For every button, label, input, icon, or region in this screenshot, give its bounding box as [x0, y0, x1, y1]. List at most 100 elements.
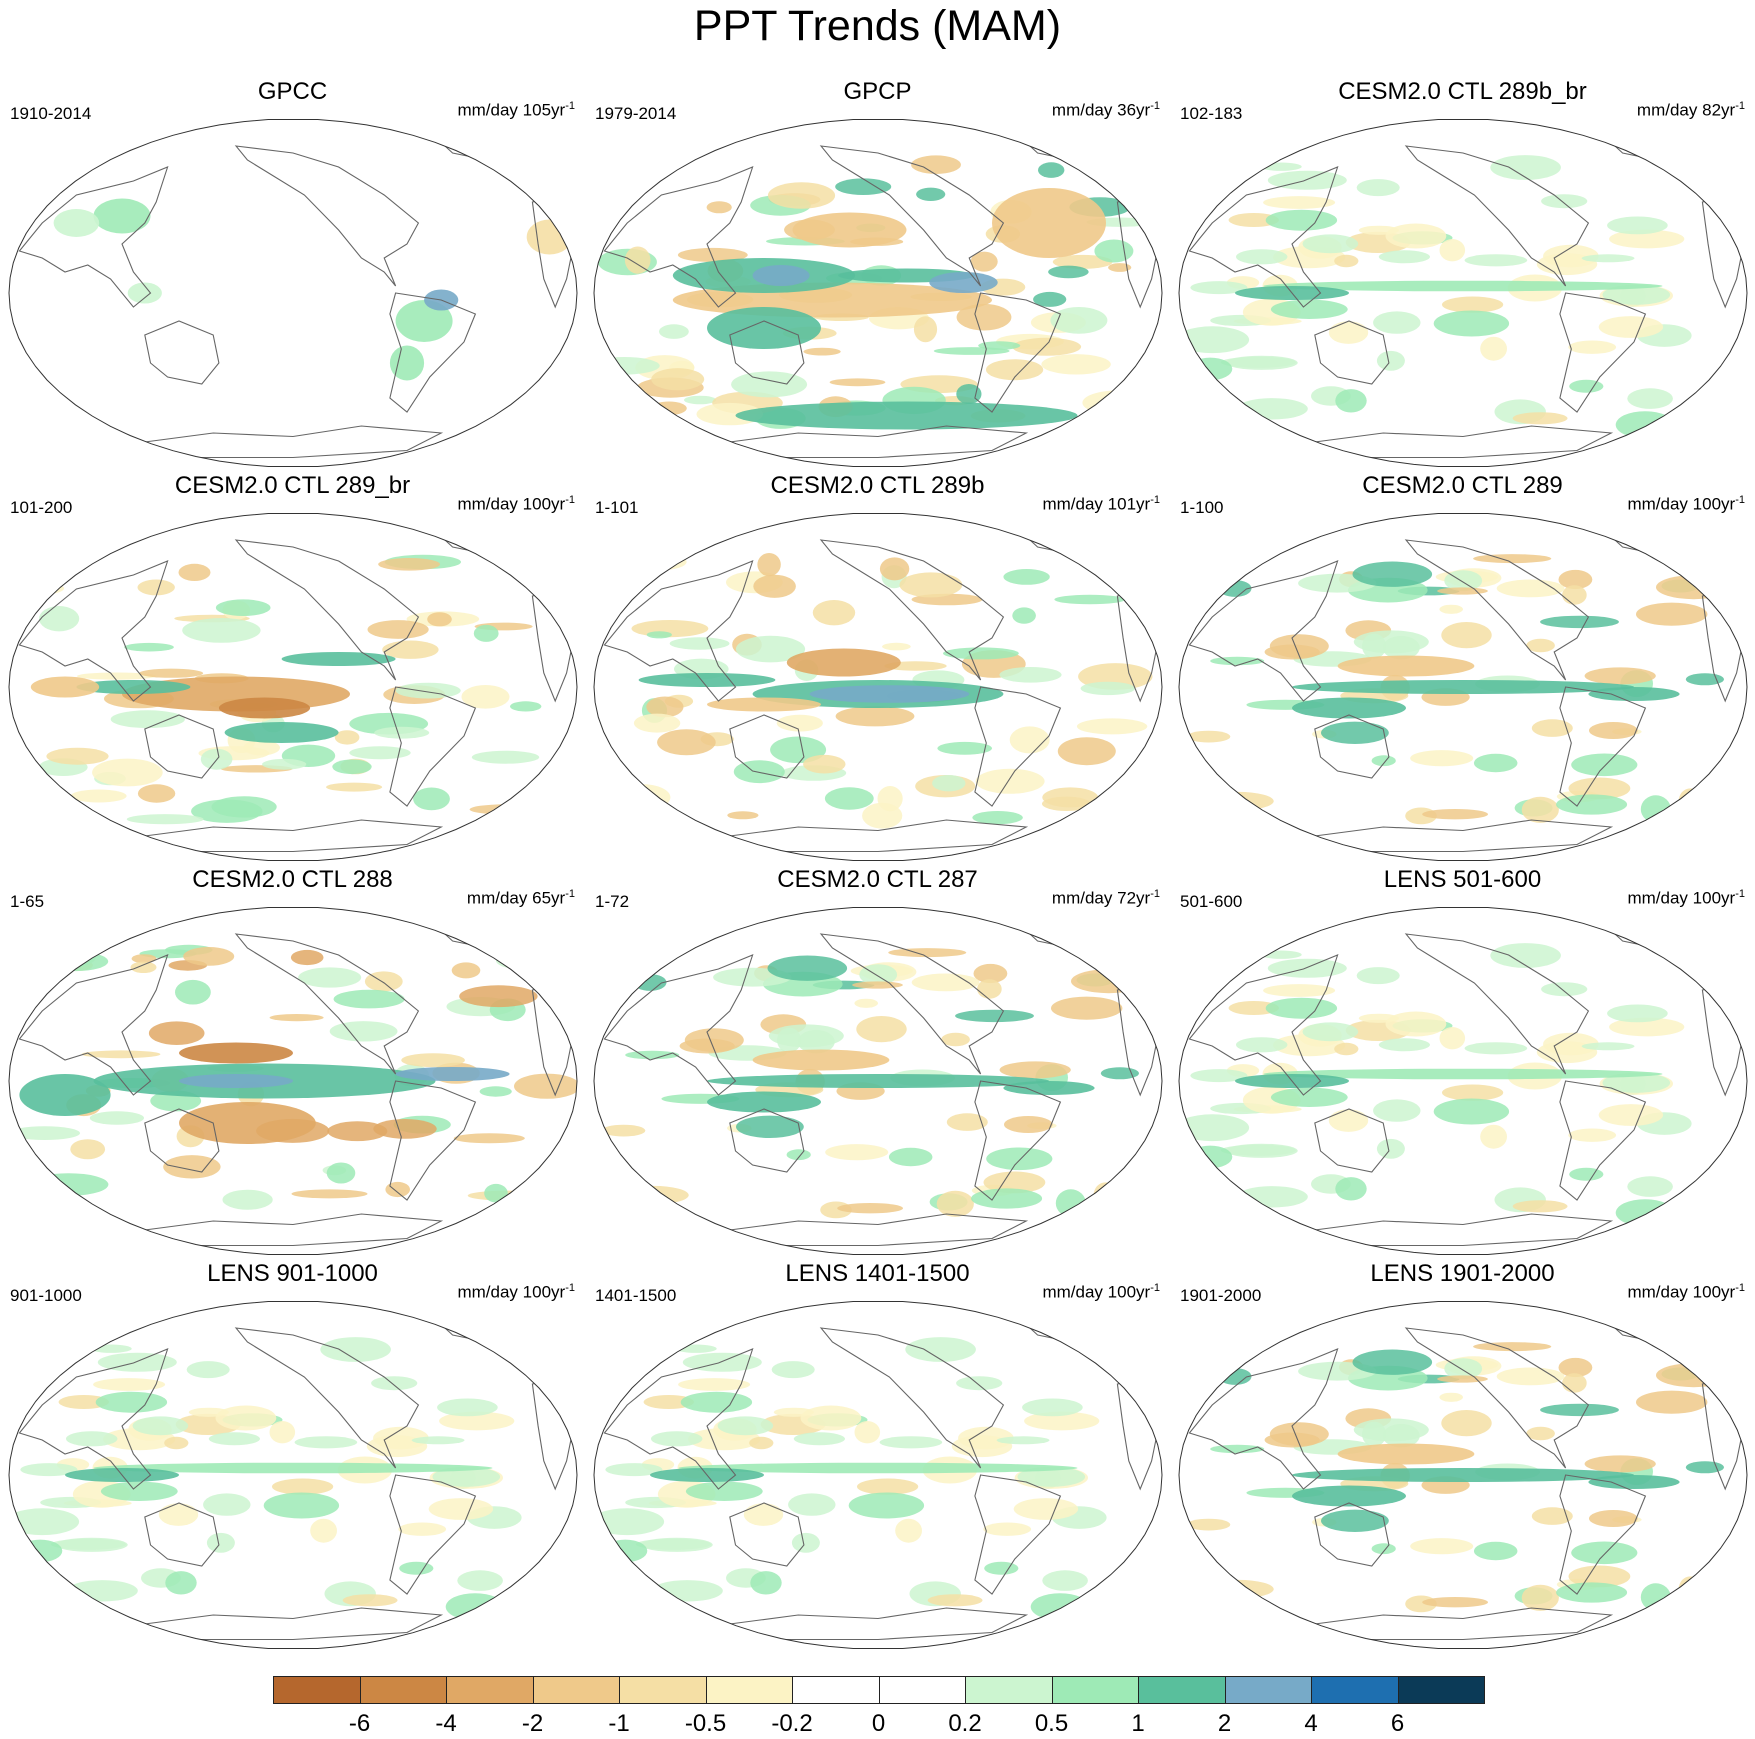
panel-units: mm/day 100yr-1: [1627, 888, 1745, 909]
trend-patch: [179, 1074, 293, 1088]
trend-patch: [618, 1185, 689, 1205]
colorbar-swatch: [1311, 1676, 1399, 1704]
panel-units: mm/day 100yr-1: [1042, 1282, 1160, 1303]
trend-patch: [495, 952, 533, 969]
units-exponent: -1: [565, 100, 575, 112]
colorbar-swatch: [1138, 1676, 1226, 1704]
coastline: [1404, 145, 1590, 287]
colorbar-label: 2: [1217, 1710, 1232, 1737]
trend-patch: [680, 1391, 753, 1413]
trend-patch: [624, 246, 651, 274]
trend-patch: [131, 954, 157, 964]
units-per: 101: [1107, 494, 1137, 514]
map-border: [593, 907, 1163, 1255]
trend-patch: [127, 282, 162, 304]
trend-patch: [164, 1436, 189, 1450]
units-exponent: -1: [565, 888, 575, 900]
trend-patch: [603, 1539, 648, 1563]
trend-patch: [1589, 1510, 1638, 1527]
trend-patch: [899, 572, 963, 598]
trend-patch: [635, 1538, 711, 1550]
coastline: [389, 292, 477, 413]
trend-patch: [439, 1411, 515, 1431]
units-suffix: yr: [1721, 888, 1736, 908]
trend-patch: [1541, 194, 1588, 209]
trend-patch: [812, 600, 856, 626]
trend-patch: [132, 1416, 189, 1436]
trend-patch: [829, 378, 886, 387]
trend-patch: [1052, 254, 1113, 269]
trend-patch: [792, 212, 907, 248]
trend-patch: [835, 706, 915, 727]
trend-patch: [767, 182, 836, 209]
trend-patch: [1042, 1570, 1088, 1591]
world-map: [8, 1301, 578, 1649]
trend-patch: [1496, 1367, 1565, 1386]
trend-patch: [28, 1358, 63, 1367]
map-border: [8, 1301, 578, 1649]
trend-patch: [916, 187, 946, 201]
map-border: [1178, 513, 1748, 861]
panel-period: 1-72: [595, 892, 630, 911]
trend-patch: [1556, 1582, 1628, 1603]
coastline: [819, 933, 1005, 1075]
panel-period: 1401-1500: [595, 1286, 677, 1305]
trend-patch: [1685, 673, 1724, 686]
trend-patch: [1033, 291, 1067, 307]
units-prefix: mm/day: [1636, 100, 1698, 120]
world-map: [593, 119, 1163, 467]
trend-patch: [39, 606, 80, 632]
trend-patch: [1195, 174, 1229, 201]
trend-patch: [956, 1376, 1003, 1391]
colorbar-label: 0.5: [1034, 1710, 1069, 1737]
trend-patch: [1093, 1197, 1129, 1219]
coastline: [18, 560, 169, 702]
trend-patch: [1188, 357, 1233, 381]
trend-patch: [1584, 667, 1656, 685]
trend-patch: [206, 1532, 235, 1553]
trend-patch: [182, 618, 261, 643]
trend-patch: [66, 1431, 118, 1447]
trend-patch: [58, 1395, 109, 1409]
trend-patch: [1588, 1475, 1680, 1489]
trend-patch: [175, 979, 211, 1005]
panel-units: mm/day 100yr-1: [1627, 1282, 1745, 1303]
coastline: [603, 560, 754, 702]
trend-patch: [1439, 239, 1466, 262]
trend-patch: [888, 1147, 933, 1167]
trend-patch: [1691, 1579, 1737, 1603]
trend-patch: [1004, 1116, 1053, 1133]
trend-patch: [888, 948, 967, 958]
map-border: [8, 907, 578, 1255]
trend-patch: [401, 1053, 465, 1068]
trend-patch: [93, 198, 151, 234]
coastline: [603, 1348, 754, 1490]
colorbar-swatch: [532, 1676, 620, 1704]
trend-patch: [371, 1376, 418, 1391]
coastline: [1188, 1348, 1339, 1490]
trend-patch: [943, 647, 1019, 660]
coastline: [1559, 1080, 1647, 1201]
trend-patch: [941, 1032, 970, 1047]
trend-patch: [609, 158, 652, 174]
trend-patch: [706, 201, 732, 214]
trend-patch: [395, 1067, 510, 1081]
panel-units: mm/day 105yr-1: [457, 100, 575, 121]
world-map: [593, 513, 1163, 861]
trend-patch: [320, 1337, 391, 1362]
trend-patch: [1071, 969, 1147, 994]
trend-patch: [1512, 412, 1568, 425]
trend-patch: [1442, 296, 1504, 313]
map-panel: CESM2.0 CTL 289b_br 102-183 mm/day 82yr-1: [1170, 78, 1755, 473]
colorbar-swatch: [619, 1676, 707, 1704]
panel-title: LENS 501-600: [1383, 866, 1542, 893]
trend-patch: [1371, 1543, 1396, 1555]
panel-units: mm/day 100yr-1: [457, 494, 575, 515]
trend-patch: [222, 1189, 273, 1210]
trend-patch: [1437, 587, 1488, 595]
trend-patch: [1385, 1011, 1447, 1037]
trend-patch: [428, 1498, 494, 1520]
trend-patch: [1422, 1597, 1488, 1608]
units-suffix: yr: [1136, 100, 1151, 120]
trend-patch: [1439, 1392, 1463, 1402]
